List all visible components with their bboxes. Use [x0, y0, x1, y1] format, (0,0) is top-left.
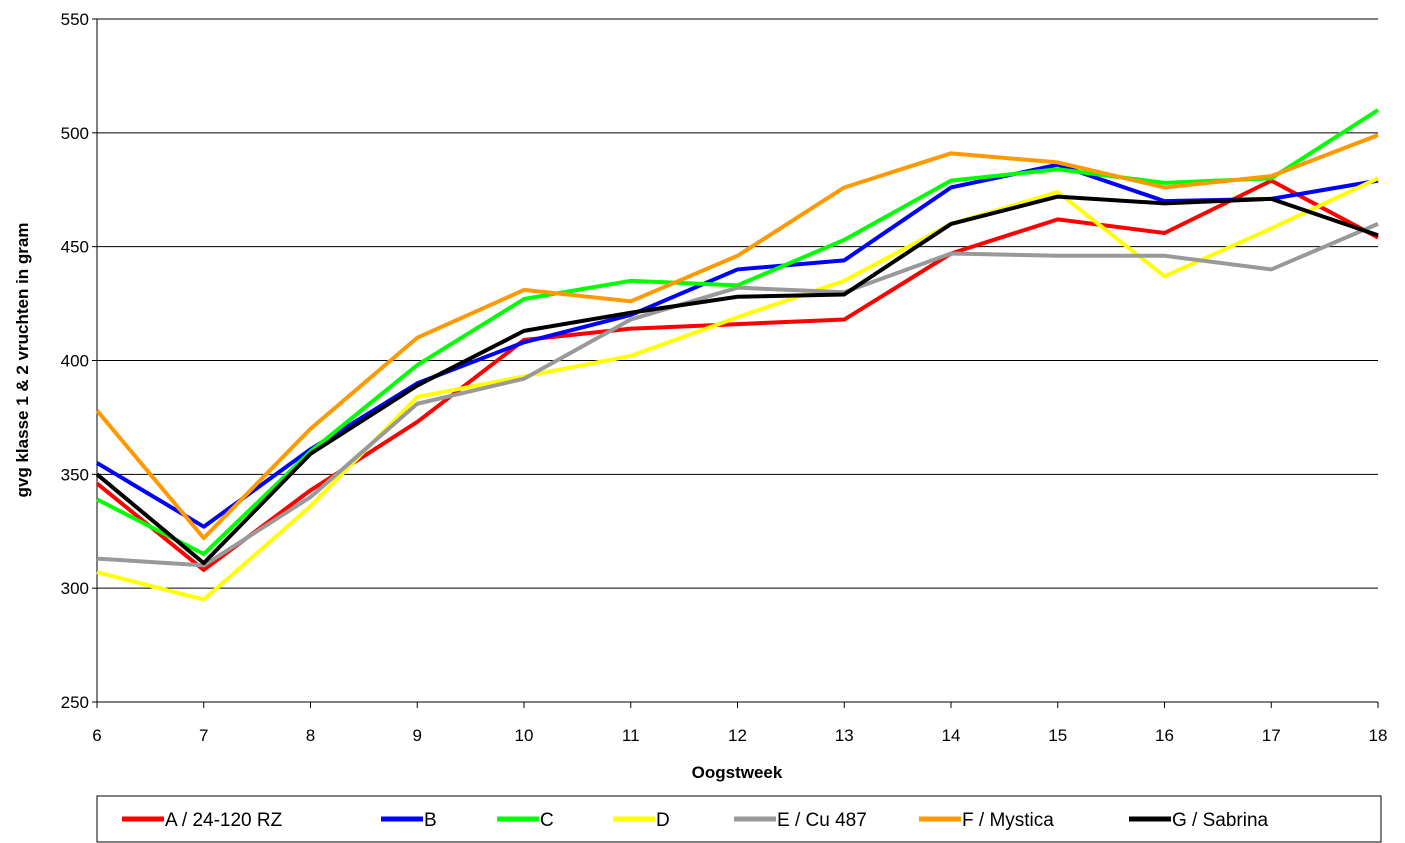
gridlines — [97, 18, 1378, 703]
series-line-6 — [95, 194, 1379, 566]
legend-label: D — [656, 810, 670, 831]
x-tick-label: 11 — [622, 726, 640, 745]
series-line-4 — [96, 222, 1379, 568]
series-line-0 — [95, 178, 1379, 572]
y-tick-label: 300 — [61, 579, 89, 598]
legend-item-5: F / Mystica — [919, 810, 1054, 831]
x-tick-label: 17 — [1262, 726, 1281, 745]
y-tick-label: 250 — [61, 693, 89, 712]
x-tick-label: 18 — [1369, 726, 1388, 745]
x-axis-title: Oogstweek — [692, 763, 783, 782]
legend-item-4: E / Cu 487 — [734, 810, 867, 831]
x-tick-labels: 6 7 8 9 10 11 12 13 14 15 16 17 18 — [92, 726, 1387, 745]
x-tick-label: 7 — [199, 726, 208, 745]
legend-label: B — [424, 810, 437, 831]
legend-item-6: G / Sabrina — [1129, 810, 1269, 831]
x-tick-label: 6 — [92, 726, 101, 745]
series-line-3 — [96, 176, 1379, 602]
x-tick-label: 9 — [413, 726, 422, 745]
legend-item-2: C — [497, 810, 554, 831]
legend-item-1: B — [381, 810, 437, 831]
y-tick-label: 400 — [61, 352, 89, 371]
y-tick-label: 500 — [61, 124, 89, 143]
x-tick-label: 14 — [942, 726, 961, 745]
x-tick-label: 8 — [306, 726, 315, 745]
series-lines — [95, 108, 1380, 602]
y-tick-label: 550 — [61, 10, 89, 29]
legend-label: A / 24-120 RZ — [165, 810, 283, 831]
legend-label: E / Cu 487 — [777, 810, 867, 831]
x-tick-label: 10 — [515, 726, 534, 745]
y-tick-label: 350 — [61, 465, 89, 484]
x-tick-label: 15 — [1048, 726, 1067, 745]
legend-item-0: A / 24-120 RZ — [122, 810, 283, 831]
legend-item-3: D — [613, 810, 670, 831]
x-tick-label: 12 — [728, 726, 747, 745]
legend: A / 24-120 RZ B C D E / Cu 487 F / Mystica G /… — [96, 795, 1382, 843]
legend-label: C — [540, 810, 554, 831]
x-tick-label: 13 — [835, 726, 854, 745]
legend-label: F / Mystica — [962, 810, 1054, 831]
y-tick-label: 450 — [61, 238, 89, 257]
series-line-5 — [95, 133, 1379, 541]
axes — [92, 18, 1379, 708]
y-tick-labels: 250 300 350 400 450 500 550 — [61, 10, 89, 712]
x-tick-label: 16 — [1155, 726, 1174, 745]
y-axis-title: gvg klasse 1 & 2 vruchten in gram — [13, 223, 32, 498]
legend-label: G / Sabrina — [1172, 810, 1269, 831]
